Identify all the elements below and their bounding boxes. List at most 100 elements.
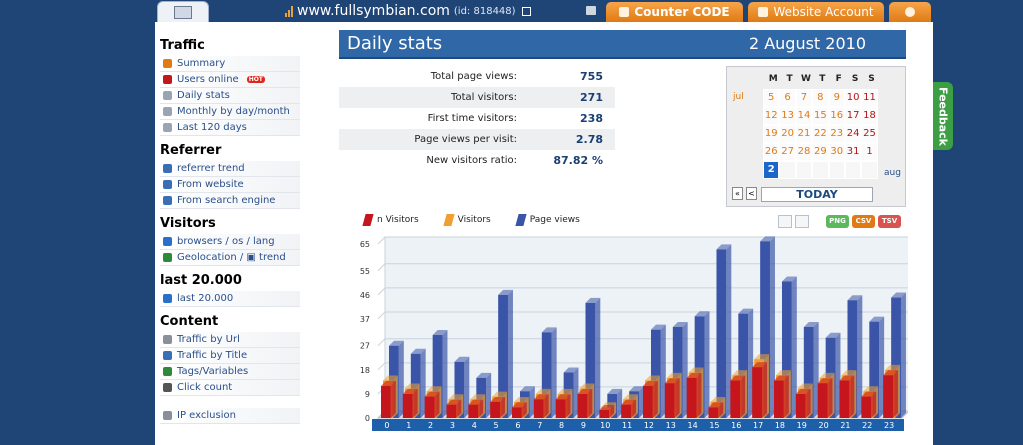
sidebar-item[interactable]: From website [160, 177, 300, 193]
export-tsv-button[interactable]: TSV [878, 215, 901, 228]
calendar-day[interactable]: 10 [844, 89, 862, 107]
sidebar-item-label: Tags/Variables [177, 366, 249, 377]
calendar-day[interactable]: 6 [779, 89, 796, 107]
visitors-bar-top [579, 383, 595, 389]
external-link-icon[interactable] [521, 6, 531, 16]
tab-counter-code-label: Counter CODE [634, 5, 730, 19]
gridline [377, 263, 908, 272]
calendar-day[interactable]: 17 [844, 107, 862, 125]
calendar-day[interactable]: 12 [763, 107, 780, 125]
sidebar-item[interactable]: referrer trend [160, 161, 300, 177]
sidebar-item[interactable]: Daily stats [160, 88, 300, 104]
page-views-bar-side [573, 367, 579, 418]
page-views-bar-top [891, 292, 906, 298]
sidebar-item[interactable]: Geolocation / ▣ trend [160, 250, 300, 266]
new-visitors-bar-side [718, 402, 724, 418]
new-visitors-bar [511, 407, 522, 418]
sidebar-item[interactable]: Last 120 days [160, 120, 300, 136]
bar-chart-icon[interactable] [778, 215, 792, 228]
next-month-link[interactable]: aug [884, 168, 901, 178]
calendar-day[interactable]: 27 [779, 143, 796, 161]
calendar-day[interactable]: 29 [812, 143, 829, 161]
tip-button[interactable] [889, 2, 931, 22]
site-url[interactable]: www.fullsymbian.com [297, 3, 450, 19]
x-tick-label: 18 [775, 421, 785, 430]
site-header: www.fullsymbian.com (id: 818448) [285, 3, 531, 19]
calendar-day[interactable]: 8 [812, 89, 829, 107]
calendar-day[interactable]: 28 [795, 143, 813, 161]
calendar-day[interactable]: 1 [861, 143, 878, 161]
sidebar-item[interactable]: IP exclusion [160, 408, 300, 424]
legend-item[interactable]: Page views [515, 214, 580, 226]
sidebar-item[interactable]: Traffic by Url [160, 332, 300, 348]
calendar-day[interactable]: 14 [795, 107, 813, 125]
calendar-day[interactable]: 19 [763, 125, 780, 143]
prev-month-button[interactable]: < [746, 187, 757, 200]
sidebar-item[interactable]: Tags/Variables [160, 364, 300, 380]
calendar-day[interactable]: 7 [795, 89, 813, 107]
calendar-day[interactable]: 25 [861, 125, 878, 143]
page-views-bar-top [694, 311, 710, 317]
sidebar-item[interactable]: Click count [160, 380, 300, 396]
calendar-day[interactable]: 15 [812, 107, 829, 125]
sidebar-item[interactable]: Summary [160, 56, 300, 72]
page-views-bar-top [825, 332, 841, 338]
area-chart-icon[interactable] [795, 215, 809, 228]
calendar-day[interactable]: 30 [828, 143, 845, 161]
calendar-day[interactable]: 22 [812, 125, 829, 143]
tab-counter-code[interactable]: Counter CODE [606, 2, 743, 22]
calendar-day[interactable]: 20 [779, 125, 796, 143]
new-visitors-bar [730, 380, 741, 418]
y-tick-label: 46 [360, 291, 370, 300]
weekday-label: W [801, 74, 811, 84]
export-csv-button[interactable]: CSV [852, 215, 875, 228]
sidebar-item[interactable]: Traffic by Title [160, 348, 300, 364]
calendar-day[interactable]: 21 [795, 125, 813, 143]
calendar-day[interactable]: 9 [828, 89, 845, 107]
export-png-button[interactable]: PNG [826, 215, 849, 228]
calendar-day[interactable]: 18 [861, 107, 878, 125]
calendar-empty-cell [861, 161, 878, 179]
print-icon[interactable] [586, 6, 596, 15]
calendar-day[interactable]: 13 [779, 107, 796, 125]
home-tab[interactable] [157, 1, 209, 22]
feedback-tab[interactable]: Feedback [933, 82, 953, 150]
page-views-bar-side [420, 348, 426, 418]
sidebar-item[interactable]: Users online HOT [160, 72, 300, 88]
legend-item[interactable]: n Visitors [362, 214, 419, 226]
page-views-bar [847, 300, 858, 418]
calendar-day[interactable]: 16 [828, 107, 845, 125]
visitors-bar-top [841, 370, 857, 376]
prev-year-button[interactable]: « [732, 187, 743, 200]
live-icon [163, 75, 172, 84]
page-date: 2 August 2010 [748, 34, 866, 53]
page-views-bar-top [388, 340, 404, 346]
prev-month-link[interactable]: jul [733, 92, 744, 102]
calendar-day[interactable]: 26 [763, 143, 780, 161]
calendar-day[interactable]: 11 [861, 89, 878, 107]
stat-label: Total visitors: [451, 92, 517, 103]
legend-item[interactable]: Visitors [443, 214, 491, 226]
new-visitors-bar-top [686, 372, 702, 378]
tab-website-account[interactable]: Website Account [748, 2, 884, 22]
sidebar-item[interactable]: browsers / os / lang [160, 234, 300, 250]
page-views-bar [585, 302, 596, 418]
sidebar-item[interactable]: From search engine [160, 193, 300, 209]
calendar-day[interactable]: 2 [763, 161, 780, 179]
sidebar-item[interactable]: last 20.000 [160, 291, 300, 307]
stat-value: 87.82 % [553, 154, 603, 167]
today-button[interactable]: TODAY [761, 187, 873, 202]
page-views-bar [869, 321, 880, 418]
new-visitors-bar [795, 393, 806, 418]
calendar-day[interactable]: 5 [763, 89, 780, 107]
calendar-day[interactable]: 24 [844, 125, 862, 143]
weekday-label: T [819, 74, 826, 84]
visitors-bar-top [797, 383, 813, 389]
calendar-day[interactable]: 23 [828, 125, 845, 143]
x-tick-label: 6 [515, 421, 520, 430]
stat-value: 755 [580, 70, 603, 83]
sidebar-item[interactable]: Monthly by day/month [160, 104, 300, 120]
pencil-icon [758, 7, 769, 17]
calendar-day[interactable]: 31 [844, 143, 862, 161]
